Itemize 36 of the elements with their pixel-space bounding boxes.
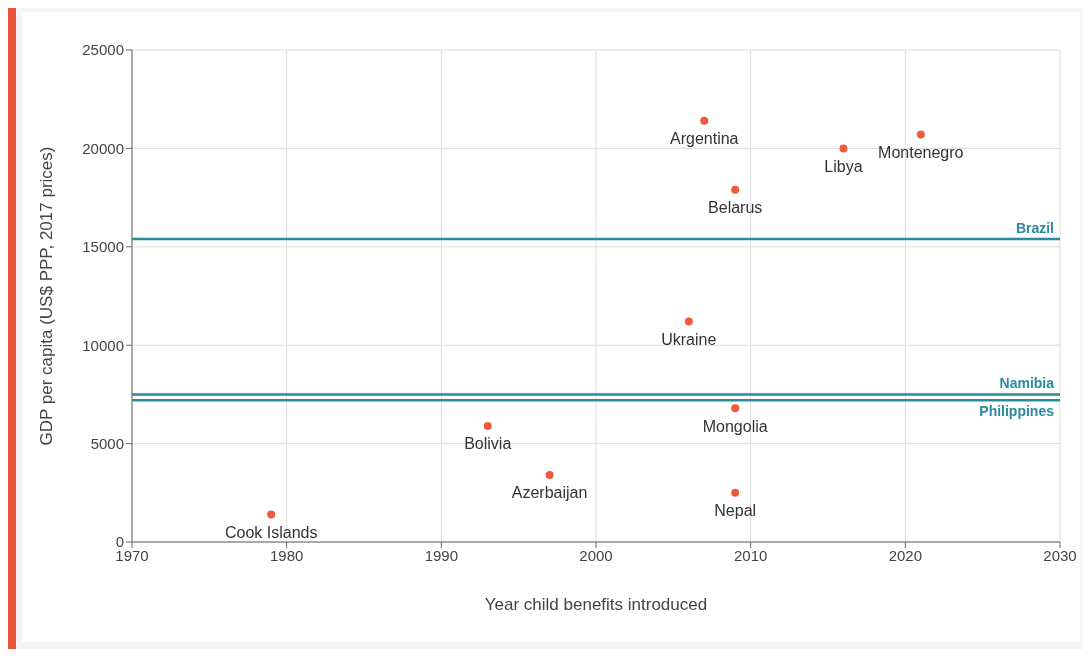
annotation: Cook Islands xyxy=(224,523,318,541)
annotation: Bolivia xyxy=(464,435,512,453)
ref-line-label: Brazil xyxy=(1015,219,1054,236)
y-tick-label: 5000 xyxy=(90,434,124,452)
annotation: Montenegro xyxy=(878,143,964,161)
annotation: Libya xyxy=(824,157,863,175)
annotation: Nepal xyxy=(714,502,757,520)
annotation: Azerbaijan xyxy=(511,484,588,502)
point xyxy=(483,421,492,430)
annotation: Belarus xyxy=(708,199,763,217)
point xyxy=(545,471,554,480)
y-tick-label: 25000 xyxy=(82,41,124,59)
point xyxy=(684,317,693,326)
y-axis-title: GDP per capita (US$ PPP, 2017 prices) xyxy=(37,146,57,446)
point xyxy=(839,144,848,153)
annotation: Argentina xyxy=(670,130,739,148)
x-axis-title: Year child benefits introduced xyxy=(484,595,708,614)
y-tick-label: 20000 xyxy=(82,139,124,157)
point xyxy=(916,130,925,139)
y-tick-label: 15000 xyxy=(82,238,124,256)
annotation: Ukraine xyxy=(661,330,717,348)
point xyxy=(731,185,740,194)
x-tick-label: 2020 xyxy=(888,546,923,564)
ref-line-label: Philippines xyxy=(979,403,1055,420)
x-tick-label: 1990 xyxy=(424,546,459,564)
point xyxy=(267,510,276,519)
x-tick-label: 2030 xyxy=(1043,546,1077,564)
point xyxy=(700,116,709,125)
y-tick-label: 10000 xyxy=(82,336,124,354)
x-tick-label: 2000 xyxy=(579,546,613,564)
x-tick-label: 2010 xyxy=(733,546,768,564)
x-tick-label: 1980 xyxy=(269,546,304,564)
annotation: Mongolia xyxy=(702,417,768,435)
point xyxy=(731,404,740,413)
ref-line-label: Namibia xyxy=(999,375,1055,392)
point xyxy=(731,488,740,497)
